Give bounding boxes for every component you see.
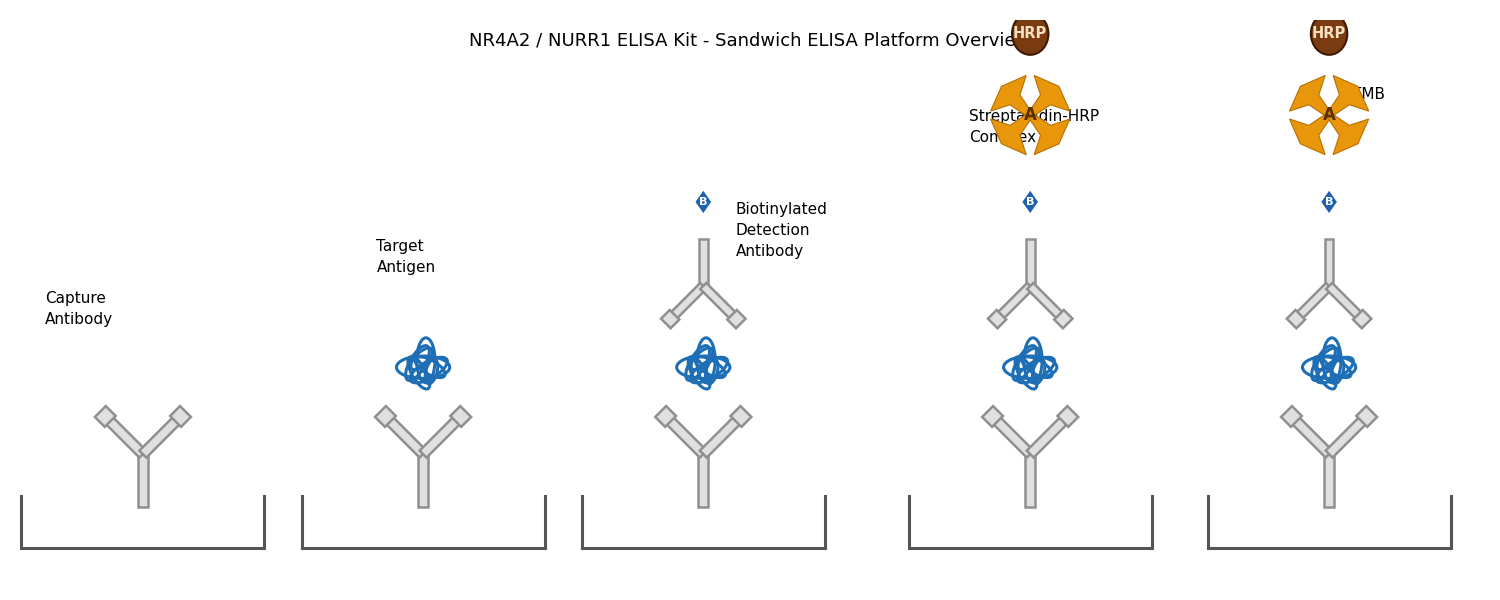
Polygon shape (1320, 190, 1338, 215)
Polygon shape (988, 310, 1006, 328)
Polygon shape (1026, 239, 1035, 286)
Polygon shape (1281, 406, 1302, 427)
Text: Biotinylated
Detection
Antibody: Biotinylated Detection Antibody (736, 202, 828, 259)
Polygon shape (662, 310, 680, 328)
Polygon shape (102, 413, 147, 458)
Polygon shape (94, 406, 116, 427)
Polygon shape (700, 413, 744, 458)
Polygon shape (994, 283, 1033, 322)
Polygon shape (170, 406, 190, 427)
Polygon shape (1028, 283, 1066, 322)
Polygon shape (699, 454, 708, 508)
Polygon shape (382, 413, 426, 458)
Polygon shape (1324, 239, 1334, 286)
Polygon shape (699, 239, 708, 286)
Text: NR4A2 / NURR1 ELISA Kit - Sandwich ELISA Platform Overview: NR4A2 / NURR1 ELISA Kit - Sandwich ELISA… (470, 31, 1030, 49)
Polygon shape (990, 113, 1032, 155)
Text: A: A (1323, 106, 1335, 124)
Polygon shape (656, 406, 676, 427)
Polygon shape (988, 413, 1033, 458)
Polygon shape (1290, 113, 1330, 155)
Text: HRP: HRP (1312, 26, 1346, 41)
Polygon shape (1326, 413, 1370, 458)
Text: HRP: HRP (1013, 26, 1047, 41)
Polygon shape (668, 283, 706, 322)
Text: Target
Antigen: Target Antigen (376, 239, 435, 275)
Polygon shape (990, 76, 1032, 117)
Text: B: B (1324, 197, 1334, 207)
Polygon shape (1353, 310, 1371, 328)
Text: B: B (699, 197, 708, 207)
Polygon shape (1028, 113, 1069, 155)
Polygon shape (982, 406, 1004, 427)
Polygon shape (700, 283, 740, 322)
Text: TMB: TMB (1353, 87, 1386, 102)
Polygon shape (1026, 454, 1035, 508)
Polygon shape (138, 454, 148, 508)
Polygon shape (1287, 310, 1305, 328)
Polygon shape (730, 406, 752, 427)
Text: A: A (1024, 106, 1036, 124)
Polygon shape (1026, 413, 1071, 458)
Ellipse shape (1364, 0, 1428, 10)
Polygon shape (419, 454, 428, 508)
Polygon shape (1328, 76, 1368, 117)
Ellipse shape (1013, 13, 1048, 55)
Polygon shape (1288, 413, 1332, 458)
Polygon shape (450, 406, 471, 427)
Polygon shape (1328, 113, 1368, 155)
Text: B: B (1026, 197, 1035, 207)
Polygon shape (694, 190, 712, 215)
Polygon shape (1326, 283, 1365, 322)
Polygon shape (728, 310, 746, 328)
Polygon shape (1356, 406, 1377, 427)
Polygon shape (1022, 190, 1040, 215)
Polygon shape (375, 406, 396, 427)
Polygon shape (140, 413, 184, 458)
Polygon shape (1058, 406, 1078, 427)
Polygon shape (1293, 283, 1332, 322)
Polygon shape (1054, 310, 1072, 328)
Polygon shape (662, 413, 706, 458)
Text: Capture
Antibody: Capture Antibody (45, 290, 112, 326)
Ellipse shape (1370, 0, 1422, 4)
Polygon shape (1290, 76, 1330, 117)
Polygon shape (420, 413, 464, 458)
Text: Streptavidin-HRP
Complex: Streptavidin-HRP Complex (969, 109, 1100, 145)
Polygon shape (1028, 76, 1069, 117)
Polygon shape (1324, 454, 1334, 508)
Ellipse shape (1311, 13, 1347, 55)
